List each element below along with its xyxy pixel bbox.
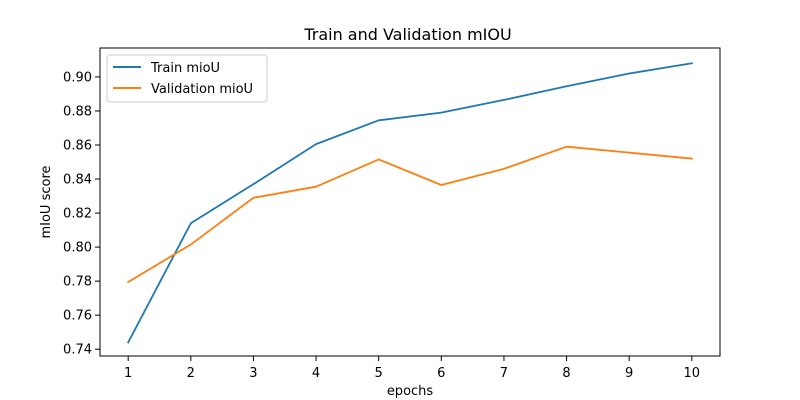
y-tick-label: 0.86 xyxy=(63,138,92,153)
series-layer xyxy=(126,62,693,344)
legend: Train mioU Validation mioU xyxy=(106,54,268,103)
y-tick-label: 0.78 xyxy=(63,275,92,290)
legend-box xyxy=(106,54,268,103)
y-tick-label: 0.84 xyxy=(63,173,92,188)
x-tick-label: 6 xyxy=(437,366,445,381)
y-axis-label: mIoU score xyxy=(39,165,54,238)
x-axis-ticks: 1 2 3 4 5 6 7 8 9 10 xyxy=(124,356,700,381)
y-tick-label: 0.82 xyxy=(63,207,92,222)
x-tick-label: 7 xyxy=(500,366,508,381)
y-tick-label: 0.90 xyxy=(63,70,92,85)
y-axis-ticks: 0.74 0.76 0.78 0.80 0.82 0.84 0.86 0.88 0.90 xyxy=(63,70,100,358)
x-tick-label: 5 xyxy=(375,366,383,381)
x-tick-label: 8 xyxy=(562,366,570,381)
y-tick-label: 0.74 xyxy=(63,343,92,358)
x-tick-label: 1 xyxy=(124,366,132,381)
legend-label-train: Train mioU xyxy=(150,61,220,76)
chart-title: Train and Validation mIOU xyxy=(303,25,511,44)
y-tick-label: 0.80 xyxy=(63,241,92,256)
y-tick-label: 0.76 xyxy=(63,309,92,324)
x-tick-label: 2 xyxy=(187,366,195,381)
plot-area xyxy=(99,47,721,357)
x-axis-label: epochs xyxy=(387,384,434,399)
plot-frame xyxy=(99,47,721,357)
x-tick-label: 4 xyxy=(312,366,320,381)
x-tick-label: 10 xyxy=(684,366,701,381)
legend-label-validation: Validation mioU xyxy=(151,82,253,97)
train-series-line xyxy=(126,62,693,344)
x-tick-label: 9 xyxy=(625,366,633,381)
validation-series-line xyxy=(126,145,693,284)
x-tick-label: 3 xyxy=(249,366,257,381)
y-tick-label: 0.88 xyxy=(63,104,92,119)
